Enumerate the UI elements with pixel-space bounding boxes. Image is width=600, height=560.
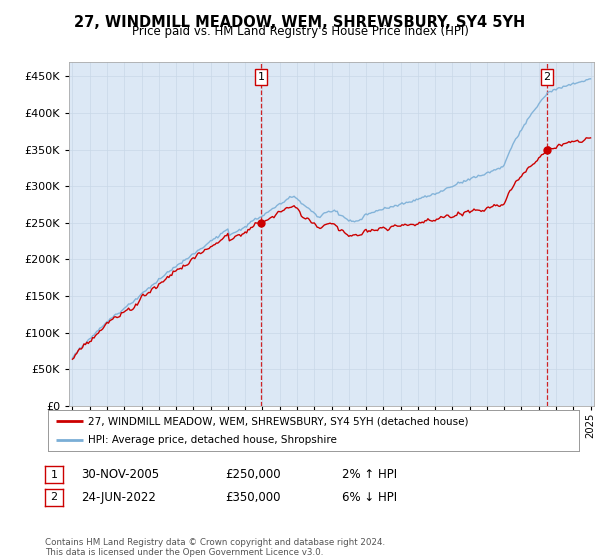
Text: £350,000: £350,000: [225, 491, 281, 504]
Text: 6% ↓ HPI: 6% ↓ HPI: [342, 491, 397, 504]
Text: 2: 2: [50, 492, 58, 502]
Text: £250,000: £250,000: [225, 468, 281, 482]
Text: 27, WINDMILL MEADOW, WEM, SHREWSBURY, SY4 5YH (detached house): 27, WINDMILL MEADOW, WEM, SHREWSBURY, SY…: [88, 417, 469, 426]
Text: Contains HM Land Registry data © Crown copyright and database right 2024.
This d: Contains HM Land Registry data © Crown c…: [45, 538, 385, 557]
Text: HPI: Average price, detached house, Shropshire: HPI: Average price, detached house, Shro…: [88, 435, 337, 445]
Text: 1: 1: [50, 470, 58, 480]
Text: 2: 2: [544, 72, 551, 82]
Text: 1: 1: [257, 72, 265, 82]
Text: 24-JUN-2022: 24-JUN-2022: [81, 491, 156, 504]
Text: 27, WINDMILL MEADOW, WEM, SHREWSBURY, SY4 5YH: 27, WINDMILL MEADOW, WEM, SHREWSBURY, SY…: [74, 15, 526, 30]
Text: Price paid vs. HM Land Registry's House Price Index (HPI): Price paid vs. HM Land Registry's House …: [131, 25, 469, 38]
Text: 2% ↑ HPI: 2% ↑ HPI: [342, 468, 397, 482]
Text: 30-NOV-2005: 30-NOV-2005: [81, 468, 159, 482]
